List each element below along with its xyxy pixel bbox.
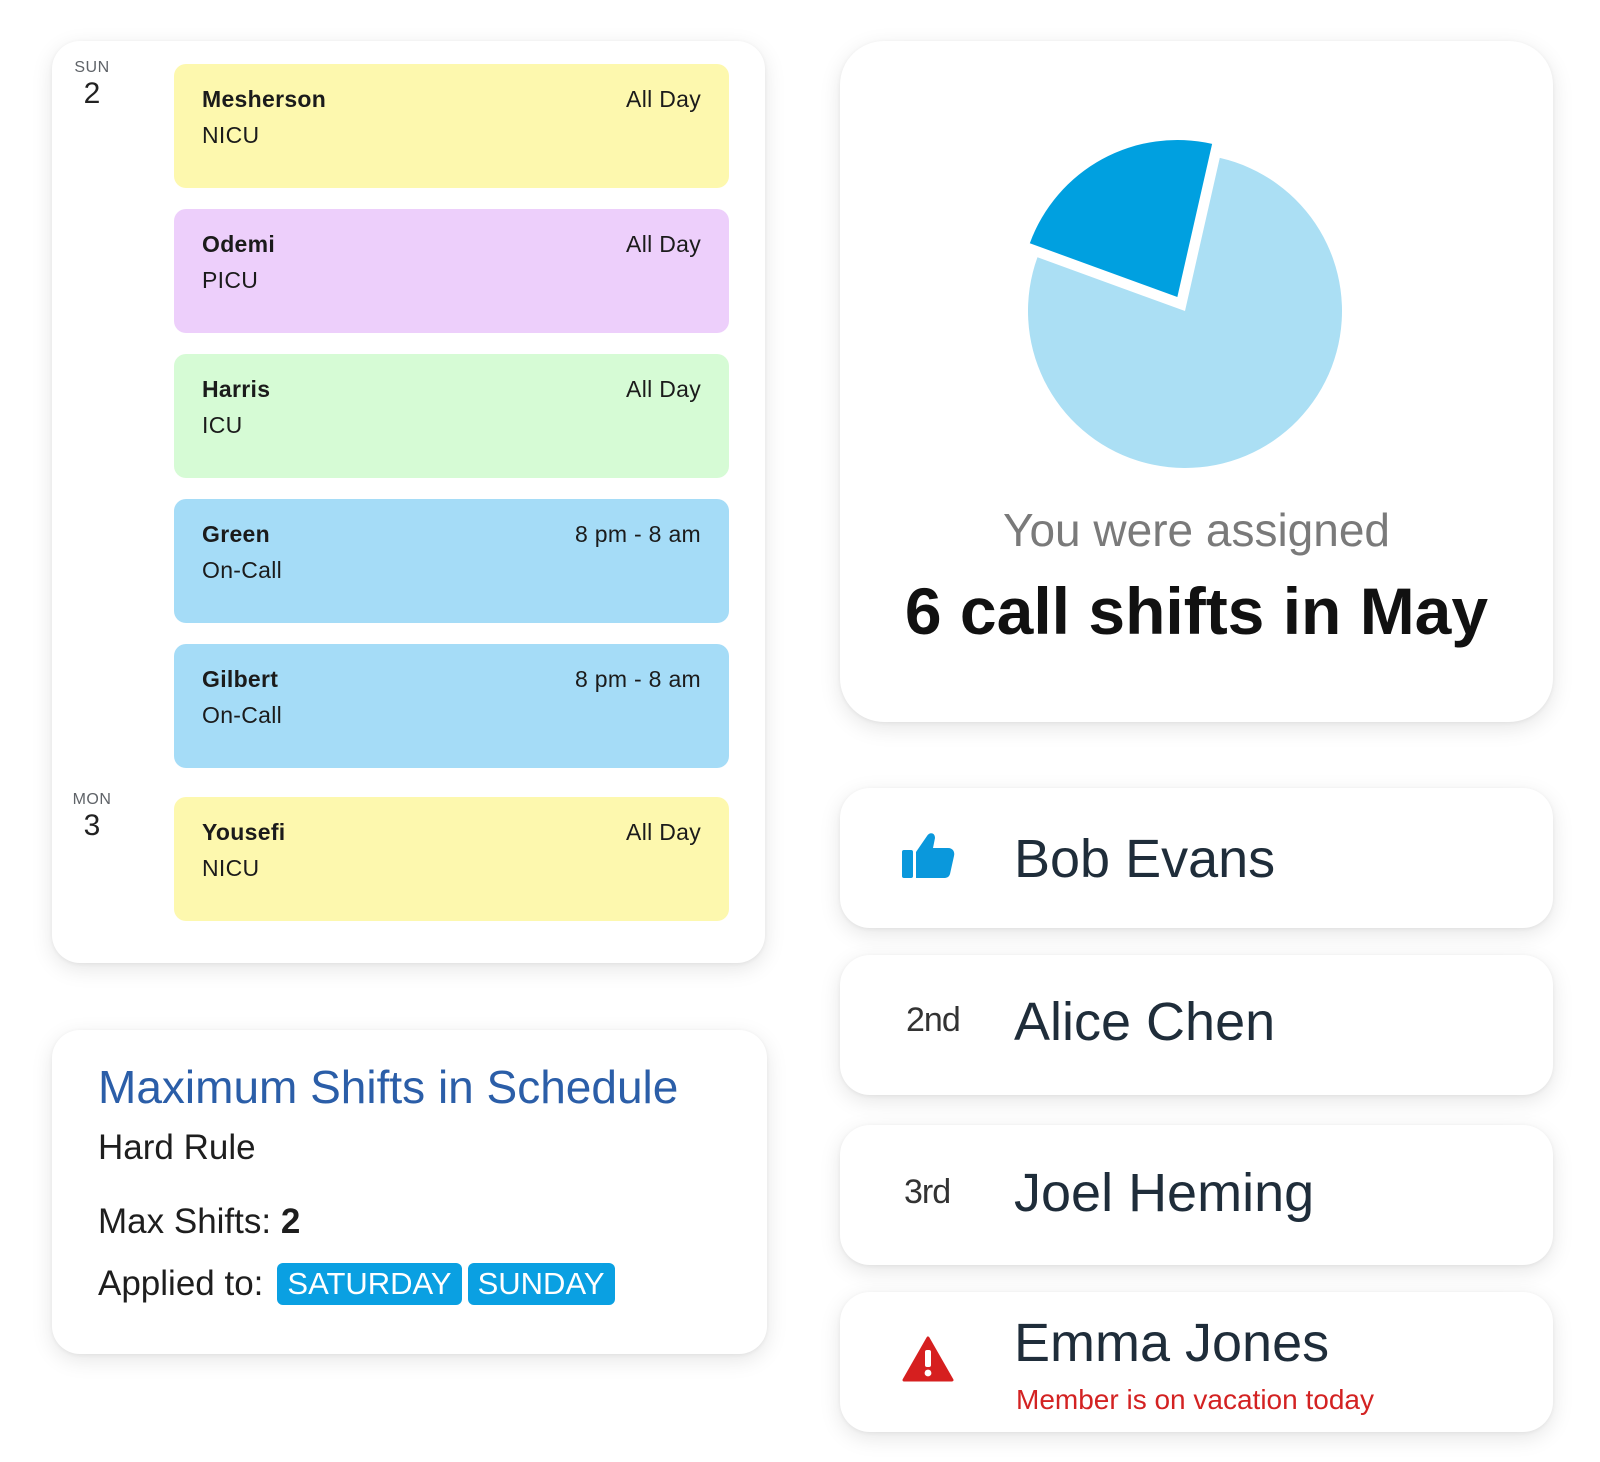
pie-slice-assigned <box>1029 139 1213 297</box>
shift-person: Gilbert <box>202 666 279 692</box>
rule-type: Hard Rule <box>98 1128 256 1167</box>
day-number: 3 <box>83 809 101 842</box>
day-label-sun: SUN 2 <box>52 59 132 111</box>
shift-unit: PICU <box>202 267 259 293</box>
shift-unit: On-Call <box>202 702 283 728</box>
member-rank: 3rd <box>904 1173 951 1211</box>
shift-unit: On-Call <box>202 557 283 583</box>
shift-card-odemi[interactable]: Odemi PICU All Day <box>174 209 729 333</box>
member-vacation-note: Member is on vacation today <box>1016 1384 1374 1415</box>
shift-person: Mesherson <box>202 86 327 112</box>
member-name: Joel Heming <box>1014 1163 1315 1223</box>
assignment-headline: 6 call shifts in May <box>904 574 1489 648</box>
shift-time: All Day <box>626 819 701 845</box>
day-of-week: MON <box>72 791 112 808</box>
shift-person: Odemi <box>202 231 276 257</box>
day-tag-sunday[interactable]: SUNDAY <box>467 1263 615 1305</box>
assignment-pie-chart <box>1028 139 1342 468</box>
assignment-subtitle: You were assigned <box>1002 504 1391 556</box>
shift-card-gilbert[interactable]: Gilbert On-Call 8 pm - 8 am <box>174 644 729 768</box>
member-name: Alice Chen <box>1014 992 1276 1052</box>
shift-card-mesherson[interactable]: Mesherson NICU All Day <box>174 64 729 188</box>
member-name: Emma Jones <box>1014 1313 1330 1373</box>
pie-slice-remaining <box>1028 157 1342 468</box>
day-of-week: SUN <box>74 59 110 76</box>
rule-max-shifts: Max Shifts: 2 <box>98 1202 300 1242</box>
day-number: 2 <box>83 77 101 110</box>
day-label-mon: MON 3 <box>52 791 132 843</box>
shift-person: Harris <box>202 376 271 402</box>
member-row-bob-evans[interactable]: Bob Evans <box>840 788 1553 928</box>
day-tag-saturday[interactable]: SATURDAY <box>277 1263 462 1305</box>
shift-unit: NICU <box>202 855 260 881</box>
rule-card: Maximum Shifts in Schedule Hard Rule Max… <box>52 1030 767 1354</box>
shift-card-green[interactable]: Green On-Call 8 pm - 8 am <box>174 499 729 623</box>
member-row-joel-heming[interactable]: 3rd Joel Heming <box>840 1125 1553 1265</box>
applied-to-label: Applied to: <box>98 1264 264 1303</box>
max-shifts-value: 2 <box>280 1202 301 1241</box>
rule-applied-to: Applied to: SATURDAY SUNDAY <box>98 1263 615 1305</box>
shift-unit: ICU <box>202 412 243 438</box>
member-row-emma-jones[interactable]: Emma Jones Member is on vacation today <box>840 1292 1553 1432</box>
assignment-summary-card: You were assigned 6 call shifts in May <box>840 41 1553 722</box>
member-rank: 2nd <box>906 1001 961 1039</box>
member-name: Bob Evans <box>1014 829 1276 889</box>
shift-person: Yousefi <box>202 819 286 845</box>
rule-title: Maximum Shifts in Schedule <box>98 1061 679 1113</box>
max-shifts-label: Max Shifts: <box>98 1202 272 1241</box>
shift-time: 8 pm - 8 am <box>574 666 701 692</box>
shift-card-yousefi[interactable]: Yousefi NICU All Day <box>174 797 729 921</box>
shift-person: Green <box>202 521 270 547</box>
calendar-card: SUN 2 MON 3 Mesherson NICU All Day Odemi… <box>52 41 765 963</box>
member-row-alice-chen[interactable]: 2nd Alice Chen <box>840 955 1553 1095</box>
warning-icon <box>902 1336 954 1382</box>
thumbs-up-icon <box>902 833 955 878</box>
shift-time: 8 pm - 8 am <box>574 521 701 547</box>
shift-time: All Day <box>626 376 701 402</box>
shift-time: All Day <box>626 86 701 112</box>
shift-unit: NICU <box>202 122 260 148</box>
shift-card-harris[interactable]: Harris ICU All Day <box>174 354 729 478</box>
shift-time: All Day <box>626 231 701 257</box>
